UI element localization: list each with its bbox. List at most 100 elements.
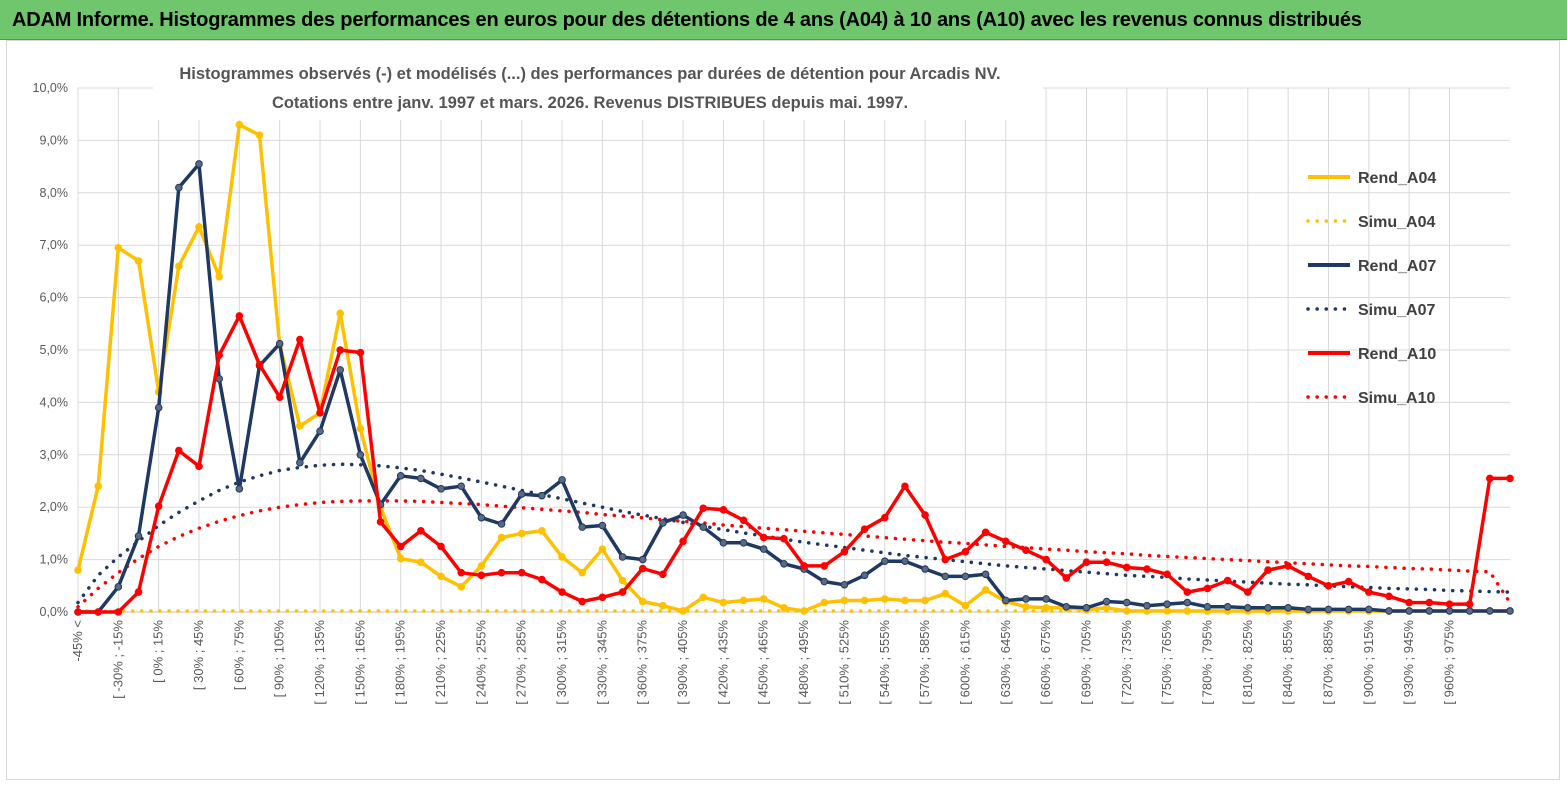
rend-a07-point: [1445, 607, 1454, 615]
rend-a04-point: [820, 598, 829, 607]
rend-a07-point: [1344, 605, 1353, 614]
legend-label: Simu_A07: [1358, 302, 1435, 319]
rend-a04-point: [457, 583, 466, 591]
rend-a07-point: [860, 571, 869, 580]
rend-a04-point: [417, 558, 425, 567]
x-tick-label: [ 750% ; 765%: [1159, 620, 1174, 705]
x-tick-label: [ 630% ; 645%: [998, 620, 1013, 705]
rend-a10-point: [1284, 562, 1292, 570]
x-tick-label: [ 510% ; 525%: [836, 620, 851, 705]
rend-a07-point: [1244, 604, 1252, 612]
rend-a07-point: [1203, 602, 1212, 611]
x-tick-label: [ 450% ; 465%: [756, 620, 771, 705]
rend-a10-point: [981, 528, 990, 537]
rend-a07-point: [517, 490, 526, 498]
rend-a10-point: [820, 562, 829, 570]
x-tick-label: -45% <: [70, 620, 85, 662]
rend-a10-point: [1143, 565, 1151, 573]
rend-a07-point: [235, 485, 244, 493]
rend-a04-point: [780, 604, 788, 612]
rend-a10-point: [880, 513, 889, 522]
rend-a07-point: [759, 545, 768, 553]
rend-a07-point: [820, 577, 829, 586]
rend-a10-point: [1223, 576, 1232, 585]
rend-a07-point: [659, 519, 667, 527]
rend-a07-point: [296, 458, 304, 467]
rend-a07-point: [275, 339, 284, 348]
rend-a07-point: [336, 366, 344, 374]
rend-a07-point: [981, 570, 990, 579]
y-axis-ticks: 0,0% 1,0% 2,0% 3,0% 4,0% 5,0% 6,0% 7,0% 8,0% 9,0%…: [33, 81, 68, 619]
x-tick-label: [ 870% ; 885%: [1320, 620, 1335, 705]
x-tick-label: [ 780% ; 795%: [1199, 620, 1214, 705]
rend-a04-point: [517, 529, 526, 538]
rend-a07-point: [1405, 607, 1413, 615]
rend-a10-point: [558, 588, 566, 596]
rend-a10-point: [376, 518, 385, 526]
x-tick-label: [ 150% ; 165%: [352, 620, 367, 705]
rend-a07-point: [1304, 605, 1313, 614]
rend-a07-point: [396, 471, 405, 480]
rend-a10-point: [437, 542, 445, 551]
rend-a10-point: [316, 409, 324, 417]
rend-a04-point: [699, 593, 708, 602]
rend-a10-point: [1183, 588, 1192, 596]
series-rend-a07: [74, 160, 1514, 616]
rend-a10-point: [618, 588, 627, 596]
series-simu-a10: [76, 499, 1512, 609]
rend-a04-point: [497, 533, 506, 542]
legend-label: Rend_A07: [1358, 258, 1436, 275]
rend-a04-point: [860, 596, 869, 605]
legend-item-rend-a07: Rend_A07: [1308, 258, 1436, 275]
rend-a10-point: [1163, 570, 1171, 579]
rend-a10-point: [1445, 600, 1454, 608]
rend-a07-point: [1385, 607, 1393, 615]
legend-item-rend-a10: Rend_A10: [1308, 346, 1436, 363]
rend-a10-point: [154, 502, 163, 510]
x-tick-label: [ 390% ; 405%: [675, 620, 690, 705]
x-tick-label: [ 480% ; 495%: [796, 620, 811, 705]
rend-a10-point: [719, 506, 728, 514]
x-tick-label: [ 60% ; 75%: [231, 620, 246, 691]
rend-a04-point: [74, 566, 82, 574]
x-tick-label: [ 960% ; 975%: [1441, 620, 1456, 705]
rend-a07-point: [538, 491, 546, 500]
rend-a07-line: [78, 162, 1510, 614]
rend-a04-point: [558, 553, 566, 561]
x-tick-label: [ 90% ; 105%: [272, 620, 287, 698]
rend-a10-point: [1324, 582, 1333, 590]
rend-a04-point: [1122, 607, 1131, 615]
rend-a04-point: [880, 595, 889, 603]
rend-a07-point: [719, 539, 728, 547]
rend-a04-point: [578, 568, 587, 577]
rend-a07-point: [114, 583, 123, 591]
legend-label: Simu_A04: [1358, 214, 1435, 231]
rend-a10-point: [598, 593, 607, 602]
rend-a10-point: [699, 504, 708, 513]
rend-a10-point: [114, 608, 123, 616]
rend-a04-point: [759, 595, 768, 603]
rend-a10-point: [1001, 537, 1010, 546]
rend-a04-point: [598, 545, 607, 553]
rend-a07-point: [356, 451, 365, 459]
legend-item-rend-a04: Rend_A04: [1308, 170, 1436, 187]
y-tick-label: 2,0%: [40, 500, 69, 514]
rend-a10-point: [961, 547, 970, 556]
rend-a10-point: [417, 526, 425, 535]
rend-a10-point: [396, 542, 405, 551]
rend-a07-point: [497, 520, 506, 528]
rend-a04-point: [739, 596, 748, 605]
rend-a04-point: [477, 562, 486, 570]
rend-a10-point: [255, 360, 264, 369]
simu-a07-line: [76, 462, 1512, 605]
rend-a04-line: [76, 122, 1510, 613]
legend-label: Rend_A04: [1358, 170, 1436, 187]
rend-a04-point: [215, 272, 223, 281]
rend-a04-point: [396, 554, 405, 563]
rend-a07-point: [558, 476, 566, 484]
rend-a04-point: [114, 244, 123, 252]
rend-a07-point: [618, 553, 627, 561]
x-tick-label: [ -30% ; -15%: [110, 620, 125, 699]
rend-a04-point: [961, 601, 970, 610]
rend-a07-point: [1264, 604, 1272, 612]
